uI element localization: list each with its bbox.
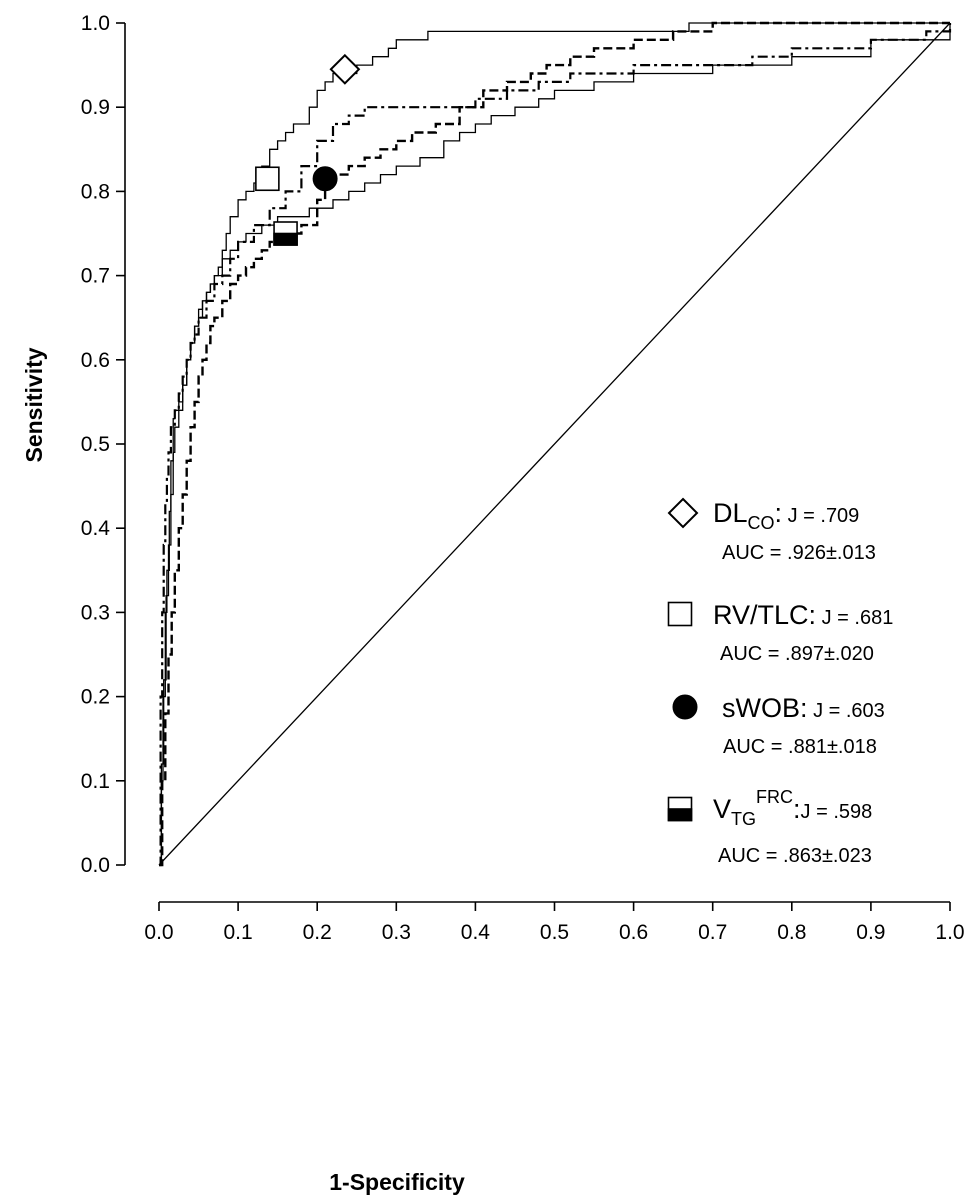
axes-layer: 0.0 0.1 0.2 0.3 0.4 0.5 0.6 0.7 0.8 0.9 1.0 0.0 0.1 0… (81, 12, 965, 944)
y-tick-label: 0.9 (81, 96, 110, 119)
y-tick-label: 0.1 (81, 770, 110, 793)
x-tick-label: 0.2 (303, 921, 332, 944)
reference-diagonal-line (158, 22, 951, 866)
x-tick-label: 0.8 (777, 921, 806, 944)
legend-label: DLCO: J = .709 (713, 498, 859, 533)
optimal-point-swob (312, 166, 338, 192)
y-axis-title: Sensitivity (21, 347, 47, 462)
legend-label: RV/TLC: J = .681 (713, 600, 893, 630)
legend-auc-label: AUC = .863±.023 (718, 845, 872, 867)
legend-marker-circle-icon (672, 694, 698, 720)
legend-marker-half-filled-square-icon (667, 796, 693, 822)
legend-entry: RV/TLC: J = .681 AUC = .897±.020 (667, 600, 893, 665)
legend-marker-diamond-icon (667, 497, 699, 529)
x-tick-label: 1.0 (935, 921, 964, 944)
optimal-point-rv-tlc (255, 166, 280, 192)
legend-auc-label: AUC = .897±.020 (720, 643, 874, 665)
x-tick-label: 0.3 (382, 921, 411, 944)
y-tick-label: 0.4 (81, 517, 111, 540)
x-tick-label: 0.9 (856, 921, 885, 944)
legend-label: sWOB: J = .603 (722, 693, 885, 723)
y-tick-label: 0.3 (81, 601, 110, 624)
legend-auc-label: AUC = .926±.013 (722, 542, 876, 564)
x-axis-title: 1-Specificity (329, 1169, 465, 1195)
x-tick-label: 0.5 (540, 921, 569, 944)
x-tick-label: 0.1 (223, 921, 252, 944)
x-tick-label: 0.4 (461, 921, 491, 944)
roc-curve-v (159, 23, 952, 867)
y-tick-label: 0.7 (81, 265, 110, 288)
reference-diagonal-layer (158, 22, 951, 866)
legend-entry: sWOB: J = .603 AUC = .881±.018 (672, 693, 885, 758)
roc-curve-dl (159, 22, 950, 866)
y-tick-label: 1.0 (81, 12, 110, 35)
legend-label: VTGFRC:J = .598 (713, 787, 872, 829)
legend: DLCO: J = .709 AUC = .926±.013 RV/TLC: J =… (667, 497, 893, 867)
x-tick-label: 0.7 (698, 921, 727, 944)
legend-auc-label: AUC = .881±.018 (723, 736, 877, 758)
optimal-point-v (273, 221, 298, 246)
x-tick-label: 0.6 (619, 921, 648, 944)
legend-entry: DLCO: J = .709 AUC = .926±.013 (667, 497, 876, 564)
y-tick-label: 0.2 (81, 686, 110, 709)
legend-entry: VTGFRC:J = .598 AUC = .863±.023 (667, 787, 872, 867)
y-tick-label: 0.6 (81, 349, 110, 372)
x-tick-label: 0.0 (144, 921, 173, 944)
y-tick-label: 0.8 (81, 180, 110, 203)
legend-marker-square-icon (667, 601, 693, 627)
y-tick-label: 0.0 (81, 854, 110, 877)
y-tick-label: 0.5 (81, 433, 110, 456)
optimal-point-markers-layer (255, 53, 361, 246)
roc-curve-rv-tlc (159, 23, 951, 866)
optimal-point-dl (329, 53, 361, 85)
